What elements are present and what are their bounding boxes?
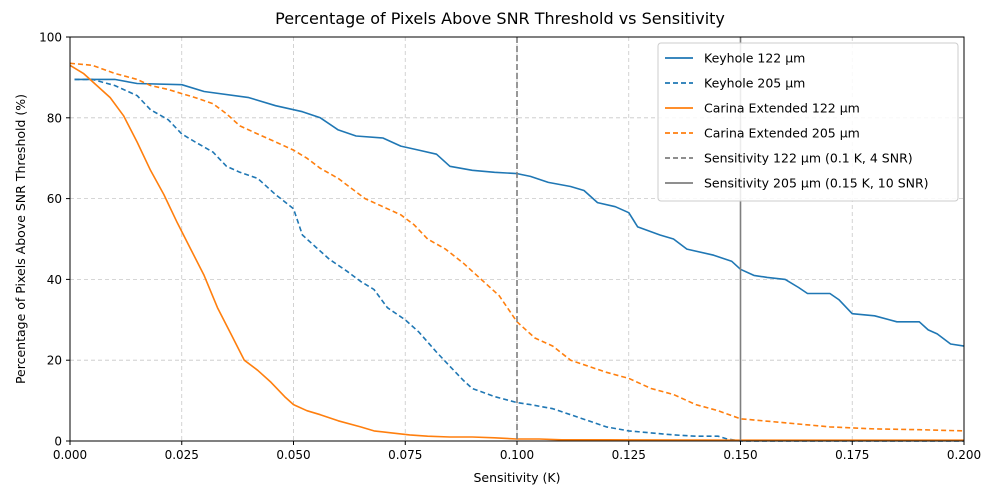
- x-axis-ticks: 0.000 0.025 0.050 0.075 0.100 0.125 0.150 0.175…: [53, 441, 981, 462]
- legend-entry-label: Sensitivity 205 μm (0.15 K, 10 SNR): [704, 176, 929, 191]
- y-tick-label: 100: [39, 31, 62, 45]
- legend: Keyhole 122 μm Keyhole 205 μm Carina Exten…: [657, 42, 959, 202]
- series-line-4: [69, 62, 965, 432]
- legend-entry-label: Carina Extended 122 μm: [704, 101, 860, 116]
- x-tick-label: 0.050: [276, 448, 310, 462]
- x-tick-label: 0.125: [612, 448, 646, 462]
- x-tick-label: 0.000: [53, 448, 87, 462]
- y-tick-label: 20: [47, 354, 62, 368]
- x-tick-label: 0.100: [500, 448, 534, 462]
- x-tick-label: 0.025: [165, 448, 199, 462]
- y-tick-label: 0: [54, 435, 62, 449]
- x-tick-label: 0.150: [723, 448, 757, 462]
- y-axis-label: Percentage of Pixels Above SNR Threshold…: [13, 94, 28, 384]
- plot-series: [69, 62, 965, 442]
- y-tick-label: 40: [47, 273, 62, 287]
- legend-entry-label: Carina Extended 205 μm: [704, 126, 860, 141]
- legend-box: [657, 42, 959, 202]
- x-tick-label: 0.175: [835, 448, 869, 462]
- y-tick-label: 80: [47, 111, 62, 125]
- x-tick-label: 0.200: [947, 448, 981, 462]
- x-tick-label: 0.075: [388, 448, 422, 462]
- y-tick-label: 60: [47, 192, 62, 206]
- x-axis-label: Sensitivity (K): [474, 470, 561, 485]
- series-line-3: [69, 64, 964, 442]
- y-axis-ticks: 0 20 40 60 80 100: [39, 31, 70, 449]
- legend-entry-label: Keyhole 205 μm: [704, 76, 805, 91]
- series-line-1: [74, 78, 965, 347]
- chart-title: Percentage of Pixels Above SNR Threshold…: [275, 9, 725, 28]
- legend-entry-label: Sensitivity 122 μm (0.1 K, 4 SNR): [704, 151, 913, 166]
- legend-entry-label: Keyhole 122 μm: [704, 51, 805, 66]
- series-line-2: [74, 78, 964, 442]
